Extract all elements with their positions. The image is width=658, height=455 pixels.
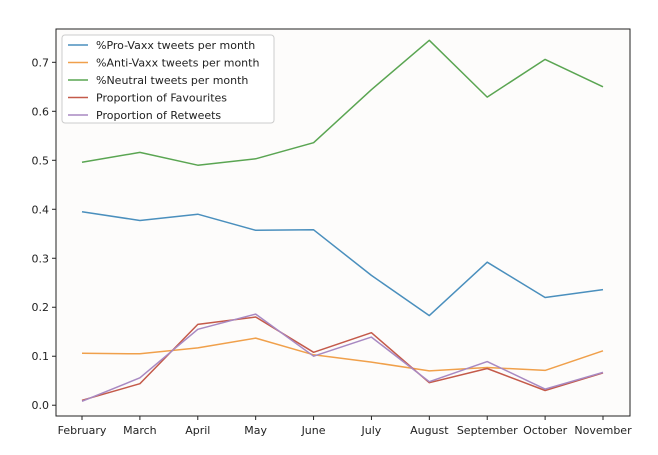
y-tick-label: 0.1: [32, 350, 50, 363]
series-line-1: [81, 210, 604, 317]
legend: %Pro-Vaxx tweets per month %Anti-Vaxx twe…: [61, 34, 275, 124]
series-line-2: [81, 337, 604, 372]
legend-label: Proportion of Favourites: [96, 92, 227, 105]
x-tick-label: June: [301, 424, 326, 437]
legend-label: %Neutral tweets per month: [96, 74, 248, 87]
series-line-5: [81, 313, 604, 402]
y-tick-label: 0.6: [32, 105, 50, 118]
x-tick-label: October: [523, 424, 567, 437]
legend-label: %Pro-Vaxx tweets per month: [96, 39, 255, 52]
legend-box: [61, 34, 275, 124]
series-line-3: [81, 39, 604, 166]
y-tick-label: 0.3: [32, 252, 50, 265]
x-tick-label: September: [457, 424, 518, 437]
x-tick-label: February: [58, 424, 107, 437]
series-layer: [81, 39, 604, 402]
y-tick-label: 0.4: [32, 203, 50, 216]
x-tick-label: April: [185, 424, 210, 437]
legend-label: %Anti-Vaxx tweets per month: [96, 57, 259, 70]
y-tick-label: 0.0: [32, 399, 50, 412]
legend-label: Proportion of Retweets: [96, 109, 221, 122]
y-tick-label: 0.2: [32, 301, 50, 314]
y-axis: 0.0 0.1 0.2 0.3 0.4 0.5 0.6 0.7: [32, 56, 56, 412]
x-tick-label: August: [410, 424, 449, 437]
x-axis: February March April May June July August Septe…: [58, 416, 632, 437]
x-tick-label: May: [244, 424, 267, 437]
y-tick-label: 0.5: [32, 154, 50, 167]
y-tick-label: 0.7: [32, 56, 50, 69]
x-tick-label: November: [574, 424, 632, 437]
x-tick-label: July: [361, 424, 382, 437]
x-tick-label: March: [123, 424, 157, 437]
